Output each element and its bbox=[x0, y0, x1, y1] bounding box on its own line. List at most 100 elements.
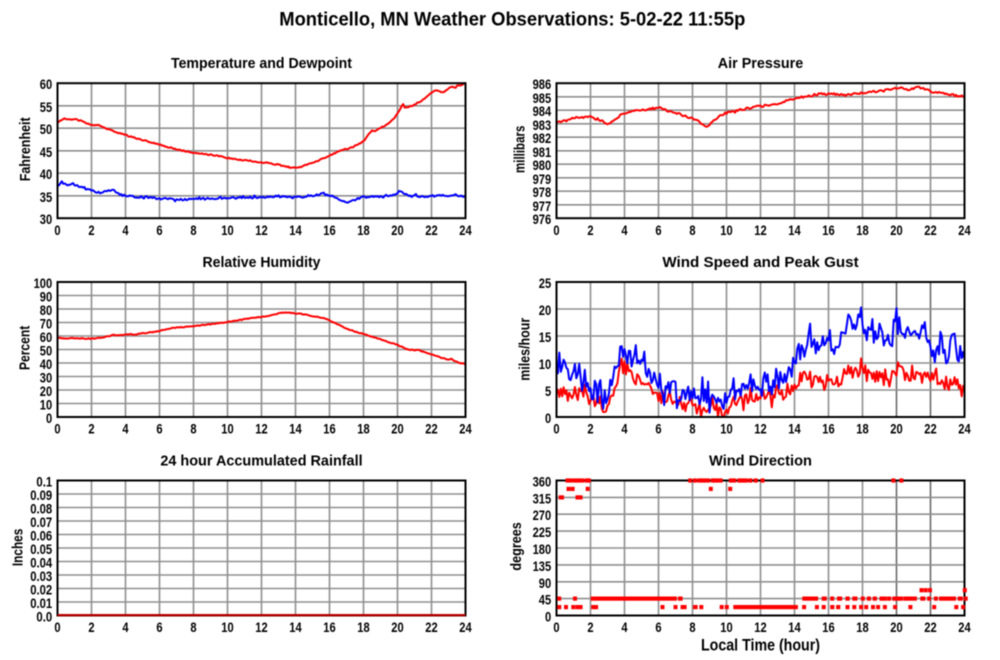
svg-text:0.04: 0.04 bbox=[30, 555, 52, 571]
svg-text:4: 4 bbox=[621, 222, 627, 238]
svg-text:Relative Humidity: Relative Humidity bbox=[203, 255, 321, 271]
svg-text:55: 55 bbox=[40, 99, 53, 115]
svg-text:18: 18 bbox=[856, 222, 869, 238]
svg-text:90: 90 bbox=[40, 289, 53, 305]
svg-text:16: 16 bbox=[323, 421, 336, 437]
svg-text:20: 20 bbox=[890, 619, 903, 635]
svg-text:0.1: 0.1 bbox=[36, 474, 52, 490]
svg-text:8: 8 bbox=[689, 222, 695, 238]
svg-text:981: 981 bbox=[533, 144, 552, 160]
svg-text:20: 20 bbox=[890, 222, 903, 238]
svg-text:0.02: 0.02 bbox=[30, 582, 52, 598]
svg-text:982: 982 bbox=[533, 130, 552, 146]
svg-text:6: 6 bbox=[655, 421, 661, 437]
svg-text:18: 18 bbox=[357, 421, 370, 437]
svg-text:10: 10 bbox=[221, 619, 234, 635]
svg-text:180: 180 bbox=[533, 541, 552, 557]
svg-text:24: 24 bbox=[958, 421, 971, 437]
svg-text:24: 24 bbox=[958, 222, 971, 238]
svg-text:20: 20 bbox=[391, 222, 404, 238]
svg-text:0: 0 bbox=[545, 609, 551, 625]
svg-text:0.07: 0.07 bbox=[30, 514, 52, 530]
svg-text:10: 10 bbox=[221, 222, 234, 238]
svg-text:18: 18 bbox=[856, 421, 869, 437]
svg-text:12: 12 bbox=[754, 222, 767, 238]
svg-text:70: 70 bbox=[40, 316, 53, 332]
svg-text:6: 6 bbox=[655, 619, 661, 635]
svg-text:12: 12 bbox=[754, 421, 767, 437]
svg-text:6: 6 bbox=[655, 222, 661, 238]
svg-text:50: 50 bbox=[40, 343, 53, 359]
svg-text:4: 4 bbox=[122, 222, 128, 238]
svg-text:45: 45 bbox=[539, 592, 552, 608]
svg-text:12: 12 bbox=[754, 619, 767, 635]
svg-text:0.01: 0.01 bbox=[30, 595, 52, 611]
svg-text:8: 8 bbox=[190, 619, 196, 635]
svg-text:8: 8 bbox=[689, 619, 695, 635]
svg-text:6: 6 bbox=[156, 619, 162, 635]
svg-text:24: 24 bbox=[958, 619, 971, 635]
svg-text:0: 0 bbox=[553, 619, 559, 635]
svg-text:22: 22 bbox=[924, 619, 937, 635]
svg-text:360: 360 bbox=[533, 474, 552, 490]
svg-text:10: 10 bbox=[40, 397, 53, 413]
svg-text:0.09: 0.09 bbox=[30, 487, 52, 503]
svg-text:12: 12 bbox=[255, 421, 268, 437]
svg-text:983: 983 bbox=[533, 117, 552, 133]
svg-text:8: 8 bbox=[190, 421, 196, 437]
svg-text:270: 270 bbox=[533, 507, 552, 523]
svg-text:979: 979 bbox=[533, 171, 552, 187]
svg-text:Air Pressure: Air Pressure bbox=[718, 56, 804, 72]
svg-text:degrees: degrees bbox=[509, 522, 525, 570]
svg-text:0.06: 0.06 bbox=[30, 528, 52, 544]
svg-text:14: 14 bbox=[289, 619, 302, 635]
svg-text:0: 0 bbox=[46, 410, 52, 426]
svg-text:30: 30 bbox=[40, 211, 53, 227]
svg-text:20: 20 bbox=[391, 619, 404, 635]
svg-text:4: 4 bbox=[122, 619, 128, 635]
svg-text:2: 2 bbox=[587, 619, 593, 635]
svg-text:2: 2 bbox=[88, 421, 94, 437]
svg-text:8: 8 bbox=[689, 421, 695, 437]
svg-text:984: 984 bbox=[533, 103, 552, 119]
svg-text:2: 2 bbox=[88, 619, 94, 635]
svg-text:12: 12 bbox=[255, 222, 268, 238]
svg-text:2: 2 bbox=[88, 222, 94, 238]
svg-text:Wind Speed and Peak Gust: Wind Speed and Peak Gust bbox=[662, 255, 858, 271]
svg-text:2: 2 bbox=[587, 421, 593, 437]
svg-text:14: 14 bbox=[788, 421, 801, 437]
svg-text:16: 16 bbox=[323, 619, 336, 635]
svg-text:20: 20 bbox=[890, 421, 903, 437]
svg-text:22: 22 bbox=[924, 222, 937, 238]
svg-text:14: 14 bbox=[289, 421, 302, 437]
svg-text:60: 60 bbox=[40, 329, 53, 345]
svg-text:40: 40 bbox=[40, 166, 53, 182]
svg-text:0: 0 bbox=[54, 421, 60, 437]
svg-text:45: 45 bbox=[40, 144, 53, 160]
svg-text:22: 22 bbox=[425, 222, 438, 238]
svg-text:4: 4 bbox=[621, 421, 627, 437]
svg-text:14: 14 bbox=[788, 222, 801, 238]
svg-text:10: 10 bbox=[720, 421, 733, 437]
svg-text:miles/hour: miles/hour bbox=[518, 317, 534, 380]
svg-text:30: 30 bbox=[40, 370, 53, 386]
svg-text:35: 35 bbox=[40, 189, 53, 205]
svg-text:24 hour Accumulated Rainfall: 24 hour Accumulated Rainfall bbox=[160, 454, 362, 470]
svg-text:986: 986 bbox=[533, 76, 552, 92]
svg-text:6: 6 bbox=[156, 222, 162, 238]
svg-text:22: 22 bbox=[425, 619, 438, 635]
svg-text:980: 980 bbox=[533, 157, 552, 173]
svg-text:18: 18 bbox=[856, 619, 869, 635]
svg-text:0: 0 bbox=[545, 410, 551, 426]
svg-text:977: 977 bbox=[533, 198, 552, 214]
svg-text:985: 985 bbox=[533, 90, 552, 106]
svg-text:8: 8 bbox=[190, 222, 196, 238]
svg-text:135: 135 bbox=[533, 558, 552, 574]
svg-text:Inches: Inches bbox=[11, 529, 27, 567]
svg-text:0.08: 0.08 bbox=[30, 501, 52, 517]
svg-text:4: 4 bbox=[122, 421, 128, 437]
svg-text:90: 90 bbox=[539, 575, 552, 591]
svg-text:24: 24 bbox=[459, 421, 472, 437]
svg-text:225: 225 bbox=[533, 524, 552, 540]
svg-text:50: 50 bbox=[40, 121, 53, 137]
